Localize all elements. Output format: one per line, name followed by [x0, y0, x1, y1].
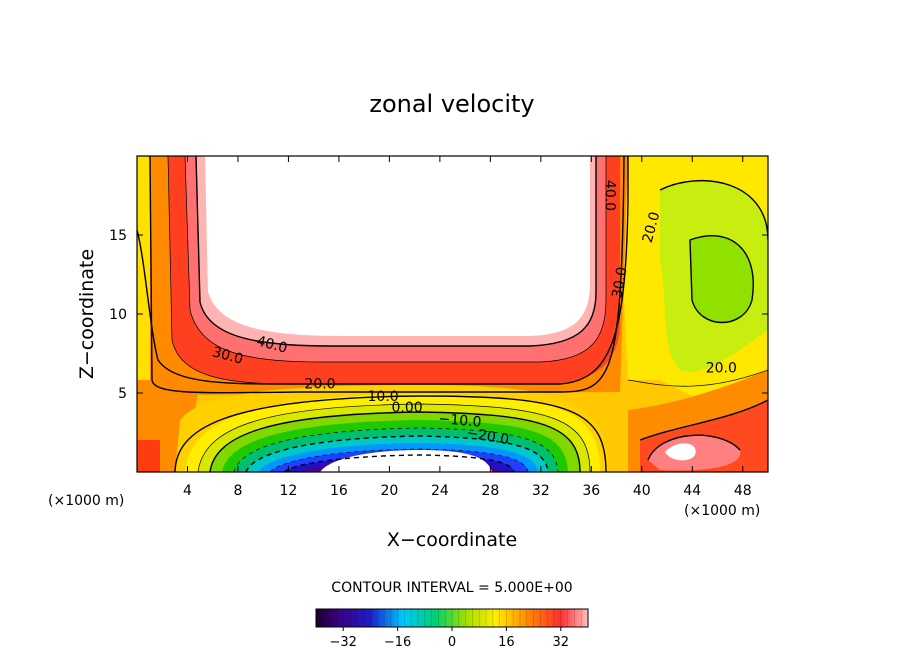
contour-label: 40.0: [601, 180, 617, 211]
x-tick-label: 16: [330, 483, 348, 499]
y-tick-label: 15: [109, 228, 127, 244]
contour-label-text: 20.0: [640, 210, 664, 244]
contour-label: 20.0: [640, 210, 664, 244]
contour-label: 10.0: [368, 389, 399, 405]
x-tick-label: 28: [481, 483, 499, 499]
contour-label-text: 10.0: [368, 389, 399, 405]
contour-label: 0.00: [391, 400, 422, 416]
x-tick-label: 36: [582, 483, 600, 499]
contour-lines: [137, 156, 768, 472]
x-tick-label: 44: [683, 483, 701, 499]
contour-label: 40.0: [255, 333, 289, 357]
x-unit-right: (×1000 m): [684, 503, 760, 519]
contour-label-text: 30.0: [609, 266, 630, 299]
colorbar-tick-label: −16: [384, 635, 411, 650]
contour-label: 30.0: [210, 344, 244, 368]
contour-field: 40.0 20.0 30.0 40.0 30.0 20.0 10.00.00 −10.0−20…: [137, 156, 768, 472]
y-axis-label: Z−coordinate: [76, 249, 98, 379]
contour-label-text: 30.0: [210, 344, 244, 368]
y-axis: 5 10 15: [109, 228, 768, 402]
x-axis: 4 8 12 16 20 24 28 32 36 40 44 48: [183, 156, 752, 499]
contour-label: 20.0: [304, 377, 335, 393]
contour-interval-text: CONTOUR INTERVAL = 5.000E+00: [331, 580, 572, 596]
y-tick-label: 5: [118, 386, 127, 402]
x-tick-label: 20: [380, 483, 398, 499]
chart-title: zonal velocity: [369, 90, 534, 118]
colorbar-tick-label: 32: [553, 635, 570, 650]
x-tick-label: 12: [280, 483, 298, 499]
colorbar: −32 −16 0 16 32: [315, 608, 589, 650]
contour-label: 20.0: [706, 361, 737, 377]
x-tick-label: 8: [233, 483, 242, 499]
x-tick-label: 4: [183, 483, 192, 499]
contour-label-text: −20.0: [465, 425, 510, 448]
contour-label-text: 40.0: [601, 180, 617, 211]
x-tick-label: 24: [431, 483, 449, 499]
contour-labels: 40.0 20.0 30.0 40.0 30.0 20.0 10.00.00 −10.0−20…: [210, 180, 736, 448]
contour-label-text: −10.0: [438, 411, 482, 431]
x-tick-label: 32: [532, 483, 550, 499]
colorbar-tick-label: 16: [498, 635, 515, 650]
contour-label: −20.0: [465, 425, 510, 448]
contour-label-text: 20.0: [304, 377, 335, 393]
contour-label-text: 40.0: [255, 333, 289, 357]
colorbar-tick-label: −32: [329, 635, 356, 650]
y-tick-label: 10: [109, 307, 127, 323]
x-tick-label: 40: [633, 483, 651, 499]
contour-label: 30.0: [609, 266, 630, 299]
x-tick-label: 48: [734, 483, 752, 499]
contour-label: −10.0: [438, 411, 482, 431]
colorbar-tick-label: 0: [448, 635, 456, 650]
contour-label-text: 20.0: [706, 361, 737, 377]
x-unit-left: (×1000 m): [48, 493, 124, 509]
x-axis-label: X−coordinate: [387, 529, 517, 551]
contour-label-text: 0.00: [391, 400, 422, 416]
